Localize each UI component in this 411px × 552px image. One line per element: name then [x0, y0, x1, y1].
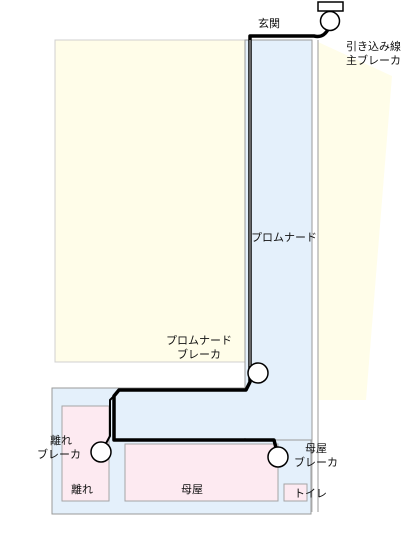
toilet-room-label: トイレ — [294, 487, 327, 500]
toilet-room — [283, 483, 308, 502]
service-breaker-label-line2: 主ブレーカ — [346, 53, 401, 67]
annex-breaker-label-line1: 離れ — [50, 433, 72, 447]
annex-room-label: 離れ — [71, 482, 93, 496]
entrance-label: 玄関 — [258, 16, 280, 30]
yard-area — [54, 39, 246, 363]
main-house-room — [124, 443, 279, 502]
main-house-breaker-label-line2: ブレーカ — [294, 455, 338, 469]
annex-breaker — [90, 441, 112, 463]
main-house-breaker-label-line1: 母屋 — [305, 442, 327, 455]
promenade-breaker — [247, 362, 269, 384]
service-main-breaker — [319, 10, 341, 32]
main-house-breaker — [267, 446, 289, 468]
promenade-breaker-label-line2: ブレーカ — [177, 347, 221, 361]
service-breaker-label-line1: 引き込み線 — [346, 39, 401, 53]
main-house-room-label: 母屋 — [181, 483, 203, 496]
promenade-corridor-link — [113, 389, 310, 438]
annex-breaker-label-line2: ブレーカ — [37, 447, 81, 461]
annex-branch-cable — [103, 395, 115, 448]
outer-lot-area — [318, 42, 392, 400]
promenade-label: プロムナード — [251, 231, 317, 244]
entrance-meter-box — [317, 1, 344, 12]
promenade-breaker-label-line1: プロムナード — [166, 334, 232, 347]
